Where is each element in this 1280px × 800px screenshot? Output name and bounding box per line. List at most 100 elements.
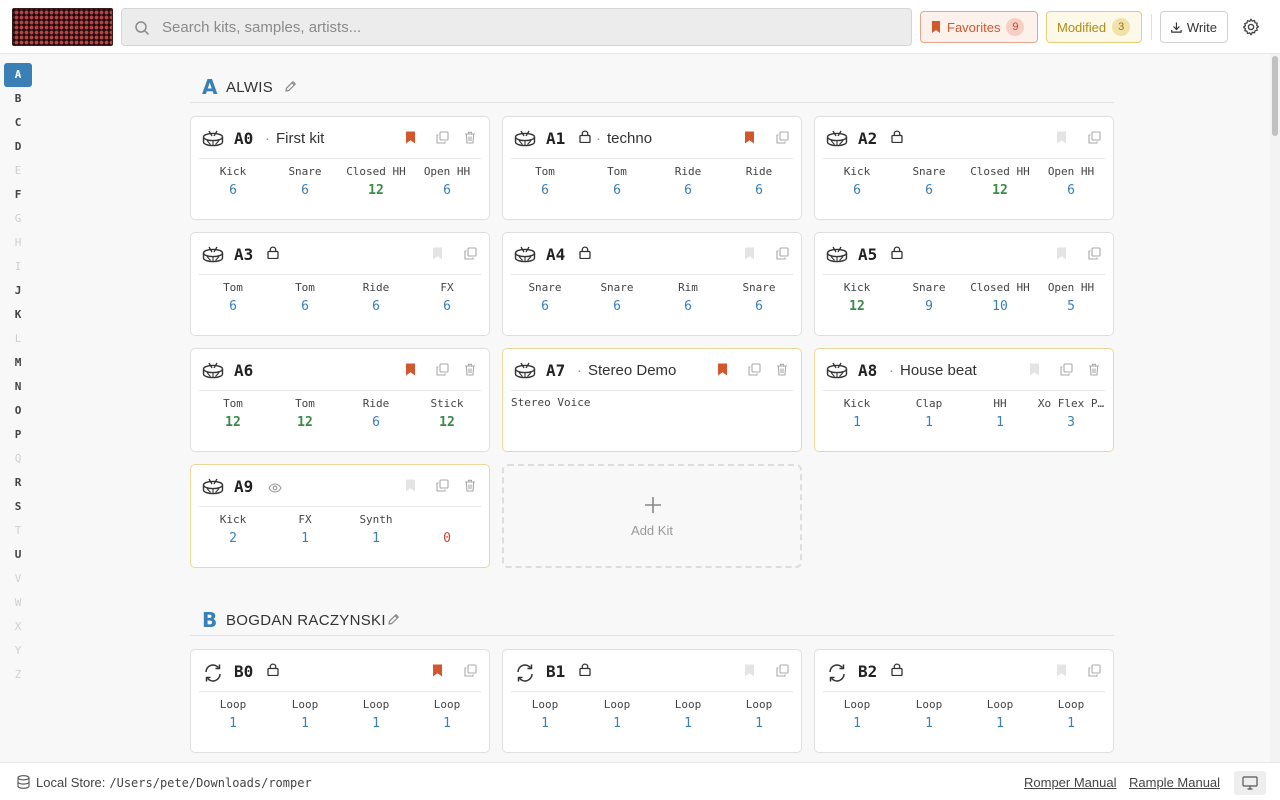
voice-slot[interactable]: Stick 12 bbox=[409, 397, 485, 430]
voice-slot[interactable]: HH 1 bbox=[962, 397, 1038, 430]
kit-card-b0[interactable]: B0 Loop 1 Loop 1 Loop 1 Loop 1 bbox=[190, 649, 490, 753]
bookmark-icon[interactable] bbox=[405, 131, 416, 149]
voice-slot[interactable]: Ride 6 bbox=[721, 165, 797, 198]
duplicate-icon[interactable] bbox=[464, 247, 477, 265]
scrollbar-thumb[interactable] bbox=[1272, 56, 1278, 136]
duplicate-icon[interactable] bbox=[748, 363, 761, 381]
voice-slot[interactable]: FX 6 bbox=[409, 281, 485, 314]
alpha-index-p[interactable]: P bbox=[14, 428, 22, 441]
bookmark-icon[interactable] bbox=[1056, 247, 1067, 265]
bookmark-icon[interactable] bbox=[405, 363, 416, 381]
kit-card-a7[interactable]: A7 · Stereo Demo Stereo Voice bbox=[502, 348, 802, 452]
trash-icon[interactable] bbox=[776, 363, 788, 381]
kit-name[interactable]: · techno bbox=[596, 130, 653, 147]
voice-slot[interactable]: Loop 1 bbox=[819, 698, 895, 731]
voice-slot[interactable]: Snare 6 bbox=[267, 165, 343, 198]
bookmark-icon[interactable] bbox=[744, 664, 755, 682]
scrollbar-track[interactable] bbox=[1270, 54, 1280, 762]
trash-icon[interactable] bbox=[464, 131, 476, 149]
trash-icon[interactable] bbox=[464, 363, 476, 381]
voice-slot[interactable]: Loop 1 bbox=[1033, 698, 1109, 731]
voice-slot[interactable]: Closed HH 12 bbox=[962, 165, 1038, 198]
alpha-index-u[interactable]: U bbox=[14, 548, 22, 561]
voice-slot[interactable]: Loop 1 bbox=[338, 698, 414, 731]
voice-slot[interactable]: Xo Flex P… 3 bbox=[1033, 397, 1109, 430]
bookmark-icon[interactable] bbox=[432, 664, 443, 682]
voice-slot[interactable]: Rim 6 bbox=[650, 281, 726, 314]
pencil-icon[interactable] bbox=[387, 613, 400, 626]
voice-slot[interactable]: Tom 6 bbox=[507, 165, 583, 198]
voice-slot[interactable]: Loop 1 bbox=[721, 698, 797, 731]
voice-slot[interactable]: Snare 6 bbox=[721, 281, 797, 314]
voice-slot[interactable]: FX 1 bbox=[267, 513, 343, 546]
lock-icon[interactable] bbox=[579, 130, 591, 148]
duplicate-icon[interactable] bbox=[436, 363, 449, 381]
voice-slot[interactable]: Ride 6 bbox=[338, 397, 414, 430]
voice-slot[interactable]: Tom 6 bbox=[579, 165, 655, 198]
voice-slot[interactable]: Tom 12 bbox=[195, 397, 271, 430]
voice-slot[interactable]: Snare 6 bbox=[507, 281, 583, 314]
alpha-index-c[interactable]: C bbox=[14, 116, 22, 129]
kit-card-a6[interactable]: A6 Tom 12 Tom 12 Ride 6 Stick 12 bbox=[190, 348, 490, 452]
trash-icon[interactable] bbox=[1088, 363, 1100, 381]
voice-slot[interactable]: Tom 12 bbox=[267, 397, 343, 430]
voice-slot[interactable]: Loop 1 bbox=[962, 698, 1038, 731]
bookmark-icon[interactable] bbox=[717, 363, 728, 381]
alpha-index-r[interactable]: R bbox=[14, 476, 22, 489]
romper-manual-link[interactable]: Romper Manual bbox=[1024, 775, 1117, 790]
voice-slot[interactable]: Loop 1 bbox=[891, 698, 967, 731]
lock-icon[interactable] bbox=[579, 663, 591, 681]
voice-slot[interactable]: Kick 6 bbox=[819, 165, 895, 198]
voice-slot[interactable]: Closed HH 12 bbox=[338, 165, 414, 198]
search-input[interactable] bbox=[162, 9, 902, 45]
alpha-index-a[interactable]: A bbox=[4, 63, 32, 87]
voice-slot[interactable]: 0 bbox=[409, 513, 485, 546]
kit-card-a0[interactable]: A0 · First kit Kick 6 Snare 6 Closed HH 12 Open H… bbox=[190, 116, 490, 220]
alpha-index-s[interactable]: S bbox=[14, 500, 22, 513]
duplicate-icon[interactable] bbox=[1088, 664, 1101, 682]
kit-card-a9[interactable]: A9 Kick 2 FX 1 Synth 1 0 bbox=[190, 464, 490, 568]
alpha-index-k[interactable]: K bbox=[14, 308, 22, 321]
voice-slot[interactable]: Snare 6 bbox=[891, 165, 967, 198]
duplicate-icon[interactable] bbox=[464, 664, 477, 682]
lock-icon[interactable] bbox=[267, 246, 279, 264]
voice-slot[interactable]: Loop 1 bbox=[579, 698, 655, 731]
voice-slot[interactable]: Closed HH 10 bbox=[962, 281, 1038, 314]
lock-icon[interactable] bbox=[891, 130, 903, 148]
display-toggle-button[interactable] bbox=[1234, 771, 1266, 795]
voice-slot[interactable]: Tom 6 bbox=[195, 281, 271, 314]
duplicate-icon[interactable] bbox=[1060, 363, 1073, 381]
voice-slot[interactable]: Loop 1 bbox=[507, 698, 583, 731]
bookmark-icon[interactable] bbox=[744, 131, 755, 149]
duplicate-icon[interactable] bbox=[1088, 247, 1101, 265]
voice-slot[interactable]: Loop 1 bbox=[650, 698, 726, 731]
duplicate-icon[interactable] bbox=[1088, 131, 1101, 149]
kit-card-b1[interactable]: B1 Loop 1 Loop 1 Loop 1 Loop 1 bbox=[502, 649, 802, 753]
duplicate-icon[interactable] bbox=[776, 131, 789, 149]
bookmark-icon[interactable] bbox=[432, 247, 443, 265]
bookmark-icon[interactable] bbox=[1029, 363, 1040, 381]
lock-icon[interactable] bbox=[267, 663, 279, 681]
voice-slot[interactable]: Kick 2 bbox=[195, 513, 271, 546]
kit-name[interactable]: · First kit bbox=[265, 130, 325, 147]
voice-slot[interactable]: Kick 12 bbox=[819, 281, 895, 314]
favorites-button[interactable]: Favorites 9 bbox=[920, 11, 1038, 43]
voice-slot[interactable]: Ride 6 bbox=[650, 165, 726, 198]
voice-slot[interactable]: Snare 9 bbox=[891, 281, 967, 314]
bookmark-icon[interactable] bbox=[405, 479, 416, 497]
bookmark-icon[interactable] bbox=[744, 247, 755, 265]
kit-name[interactable]: · House beat bbox=[889, 362, 977, 379]
duplicate-icon[interactable] bbox=[436, 131, 449, 149]
voice-slot[interactable]: Clap 1 bbox=[891, 397, 967, 430]
kit-card-a1[interactable]: A1 · techno Tom 6 Tom 6 Ride 6 Ride 6 bbox=[502, 116, 802, 220]
duplicate-icon[interactable] bbox=[776, 247, 789, 265]
rample-manual-link[interactable]: Rample Manual bbox=[1129, 775, 1221, 790]
voice-slot[interactable]: Synth 1 bbox=[338, 513, 414, 546]
kit-card-a8[interactable]: A8 · House beat Kick 1 Clap 1 HH 1 Xo Flex P… 3 bbox=[814, 348, 1114, 452]
search-box[interactable] bbox=[121, 8, 912, 46]
alpha-index-b[interactable]: B bbox=[14, 92, 22, 105]
gear-icon[interactable] bbox=[1241, 17, 1261, 37]
alpha-index-d[interactable]: D bbox=[14, 140, 22, 153]
bookmark-icon[interactable] bbox=[1056, 664, 1067, 682]
lock-icon[interactable] bbox=[891, 663, 903, 681]
